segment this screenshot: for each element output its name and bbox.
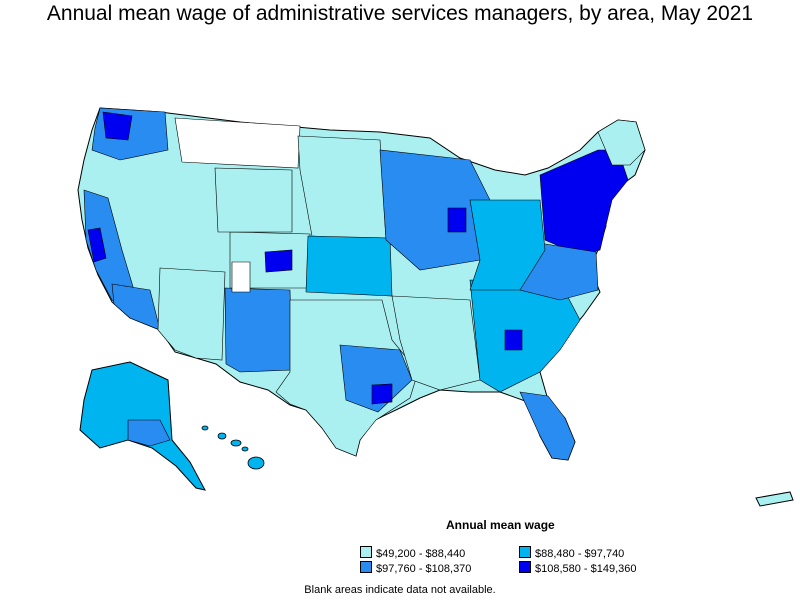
alaska-south-area bbox=[127, 419, 171, 447]
wyoming-region bbox=[214, 167, 293, 233]
bay-area-region bbox=[87, 227, 107, 263]
legend-swatch-1 bbox=[360, 546, 372, 558]
new-england-region bbox=[597, 119, 646, 166]
legend-label-4: $108,580 - $149,360 bbox=[535, 563, 637, 575]
legend-label-2: $88,480 - $97,740 bbox=[535, 548, 625, 560]
montana-region bbox=[174, 117, 301, 169]
legend-label-3: $97,760 - $108,370 bbox=[376, 563, 472, 575]
great-plains-region bbox=[297, 135, 387, 241]
florida-region bbox=[519, 391, 576, 461]
kansas-region bbox=[305, 235, 393, 297]
footnote: Blank areas indicate data not available. bbox=[304, 584, 496, 596]
south-central-region bbox=[391, 295, 481, 391]
houston-area bbox=[371, 383, 393, 405]
denver-area bbox=[264, 249, 293, 273]
hawaii-islands bbox=[201, 425, 265, 470]
new-mexico-region bbox=[224, 287, 293, 373]
legend-swatch-4 bbox=[519, 561, 531, 573]
legend-item-2: $88,480 - $97,740 bbox=[519, 546, 624, 561]
chicago-area bbox=[447, 207, 467, 233]
southern-california-region bbox=[111, 283, 161, 331]
legend-title: Annual mean wage bbox=[446, 518, 555, 532]
legend-swatch-2 bbox=[519, 546, 531, 558]
washington-coast-area bbox=[102, 111, 133, 141]
nevada-blank-area bbox=[231, 261, 251, 293]
arizona-region bbox=[157, 267, 226, 361]
puerto-rico-shape bbox=[755, 491, 794, 507]
legend-item-4: $108,580 - $149,360 bbox=[519, 561, 637, 576]
legend-label-1: $49,200 - $88,440 bbox=[376, 548, 466, 560]
legend-item-1: $49,200 - $88,440 bbox=[360, 546, 465, 561]
texas-gulf-region bbox=[339, 344, 413, 413]
northeast-region bbox=[539, 149, 629, 256]
legend-item-3: $97,760 - $108,370 bbox=[360, 561, 471, 576]
map-title: Annual mean wage of administrative servi… bbox=[46, 2, 754, 25]
atlanta-area bbox=[504, 329, 523, 351]
ohio-valley-region bbox=[469, 199, 546, 291]
legend-swatch-3 bbox=[360, 561, 372, 573]
